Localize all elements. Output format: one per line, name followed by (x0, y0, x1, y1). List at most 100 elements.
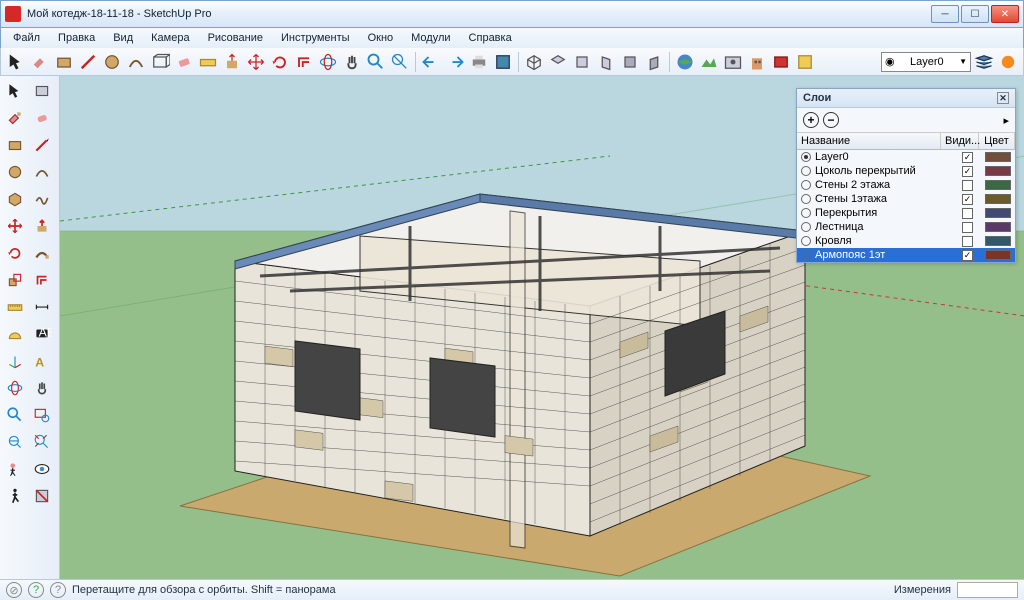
polygon-tool-icon[interactable] (2, 186, 28, 212)
col-visible[interactable]: Види... (941, 133, 979, 149)
info-status-icon[interactable]: ? (50, 582, 66, 598)
col-name[interactable]: Название (797, 133, 941, 149)
eraser-icon[interactable] (173, 51, 195, 73)
front-icon[interactable] (571, 51, 593, 73)
component-icon[interactable] (149, 51, 171, 73)
menu-draw[interactable]: Рисование (200, 30, 271, 46)
select-icon[interactable] (5, 51, 27, 73)
zoom-extents-tool-icon[interactable] (29, 429, 55, 455)
look-around-icon[interactable] (29, 456, 55, 482)
move-icon[interactable] (245, 51, 267, 73)
move-tool-icon[interactable] (2, 213, 28, 239)
layer-color-swatch[interactable] (985, 166, 1011, 176)
right-icon[interactable] (595, 51, 617, 73)
measure-input[interactable] (957, 582, 1018, 598)
circle-icon[interactable] (101, 51, 123, 73)
rotate-icon[interactable] (269, 51, 291, 73)
scale-tool-icon[interactable] (2, 267, 28, 293)
layer-row[interactable]: Стены 2 этажа (797, 178, 1015, 192)
tape-tool-icon[interactable] (2, 294, 28, 320)
layer-visible-checkbox[interactable]: ✓ (962, 166, 973, 177)
layer-dropdown[interactable]: ◉ Layer0 ▼ (881, 52, 971, 72)
menu-edit[interactable]: Правка (50, 30, 103, 46)
remove-layer-button[interactable]: − (823, 112, 839, 128)
photo-icon[interactable] (722, 51, 744, 73)
zoom-tool-icon[interactable] (2, 402, 28, 428)
pushpull-icon[interactable] (221, 51, 243, 73)
layer-row[interactable]: Layer0 ✓ (797, 150, 1015, 164)
dimension-tool-icon[interactable] (29, 294, 55, 320)
col-color[interactable]: Цвет (979, 133, 1015, 149)
geo-status-icon[interactable]: ⊘ (6, 582, 22, 598)
arc-icon[interactable] (125, 51, 147, 73)
layer-mgr-icon[interactable] (973, 51, 995, 73)
maximize-button[interactable]: ☐ (961, 5, 989, 23)
protractor-tool-icon[interactable] (2, 321, 28, 347)
settings-icon[interactable] (997, 51, 1019, 73)
circle-tool-icon[interactable] (2, 159, 28, 185)
component-tool-icon[interactable] (29, 78, 55, 104)
model-info-icon[interactable] (492, 51, 514, 73)
back-icon[interactable] (619, 51, 641, 73)
add-layer-button[interactable]: + (803, 112, 819, 128)
terrain-icon[interactable] (698, 51, 720, 73)
layer-row[interactable]: Лестница (797, 220, 1015, 234)
layer-radio[interactable] (801, 250, 811, 260)
walk-icon[interactable] (2, 483, 28, 509)
building-icon[interactable] (746, 51, 768, 73)
close-button[interactable]: ✕ (991, 5, 1019, 23)
layer-visible-checkbox[interactable]: ✓ (962, 250, 973, 261)
line-icon[interactable] (77, 51, 99, 73)
3dtext-tool-icon[interactable]: A (29, 348, 55, 374)
pan-icon[interactable] (341, 51, 363, 73)
eraser-tool-icon[interactable] (29, 105, 55, 131)
layer-row[interactable]: Цоколь перекрытий ✓ (797, 164, 1015, 178)
menu-file[interactable]: Файл (5, 30, 48, 46)
rotate-tool-icon[interactable] (2, 240, 28, 266)
zoom-icon[interactable] (365, 51, 387, 73)
layer-color-swatch[interactable] (985, 180, 1011, 190)
panel-close-icon[interactable]: ✕ (997, 92, 1009, 104)
layer-visible-checkbox[interactable]: ✓ (962, 152, 973, 163)
paint-icon[interactable] (29, 51, 51, 73)
followme-tool-icon[interactable] (29, 240, 55, 266)
layer-menu-icon[interactable]: ▸ (1003, 114, 1009, 127)
prev-tool-icon[interactable] (2, 429, 28, 455)
layer-radio[interactable] (801, 180, 811, 190)
tape-icon[interactable] (197, 51, 219, 73)
layer-visible-checkbox[interactable] (962, 208, 973, 219)
menu-help[interactable]: Справка (461, 30, 520, 46)
orbit-icon[interactable] (317, 51, 339, 73)
rect-icon[interactable] (53, 51, 75, 73)
offset-tool-icon[interactable] (29, 267, 55, 293)
left-icon[interactable] (643, 51, 665, 73)
3dw-icon[interactable] (770, 51, 792, 73)
menu-window[interactable]: Окно (360, 30, 402, 46)
zoom-window-tool-icon[interactable] (29, 402, 55, 428)
print-icon[interactable] (468, 51, 490, 73)
layer-radio[interactable] (801, 166, 811, 176)
layer-visible-checkbox[interactable] (962, 222, 973, 233)
layer-color-swatch[interactable] (985, 222, 1011, 232)
layer-color-swatch[interactable] (985, 194, 1011, 204)
layers-panel-title[interactable]: Слои ✕ (797, 89, 1015, 108)
menu-view[interactable]: Вид (105, 30, 141, 46)
redo-icon[interactable] (444, 51, 466, 73)
paint-tool-icon[interactable] (2, 105, 28, 131)
section-icon[interactable] (29, 483, 55, 509)
layer-radio[interactable] (801, 208, 811, 218)
layer-color-swatch[interactable] (985, 152, 1011, 162)
layer-row[interactable]: Стены 1этажа ✓ (797, 192, 1015, 206)
layer-color-swatch[interactable] (985, 250, 1011, 260)
position-camera-icon[interactable] (2, 456, 28, 482)
menu-plugins[interactable]: Модули (403, 30, 458, 46)
pan-tool-icon[interactable] (29, 375, 55, 401)
line-tool-icon[interactable] (29, 132, 55, 158)
rect-tool-icon[interactable] (2, 132, 28, 158)
select-tool-icon[interactable] (2, 78, 28, 104)
text-tool-icon[interactable]: ABC (29, 321, 55, 347)
ext-icon[interactable] (794, 51, 816, 73)
top-icon[interactable] (547, 51, 569, 73)
offset-icon[interactable] (293, 51, 315, 73)
layer-color-swatch[interactable] (985, 208, 1011, 218)
